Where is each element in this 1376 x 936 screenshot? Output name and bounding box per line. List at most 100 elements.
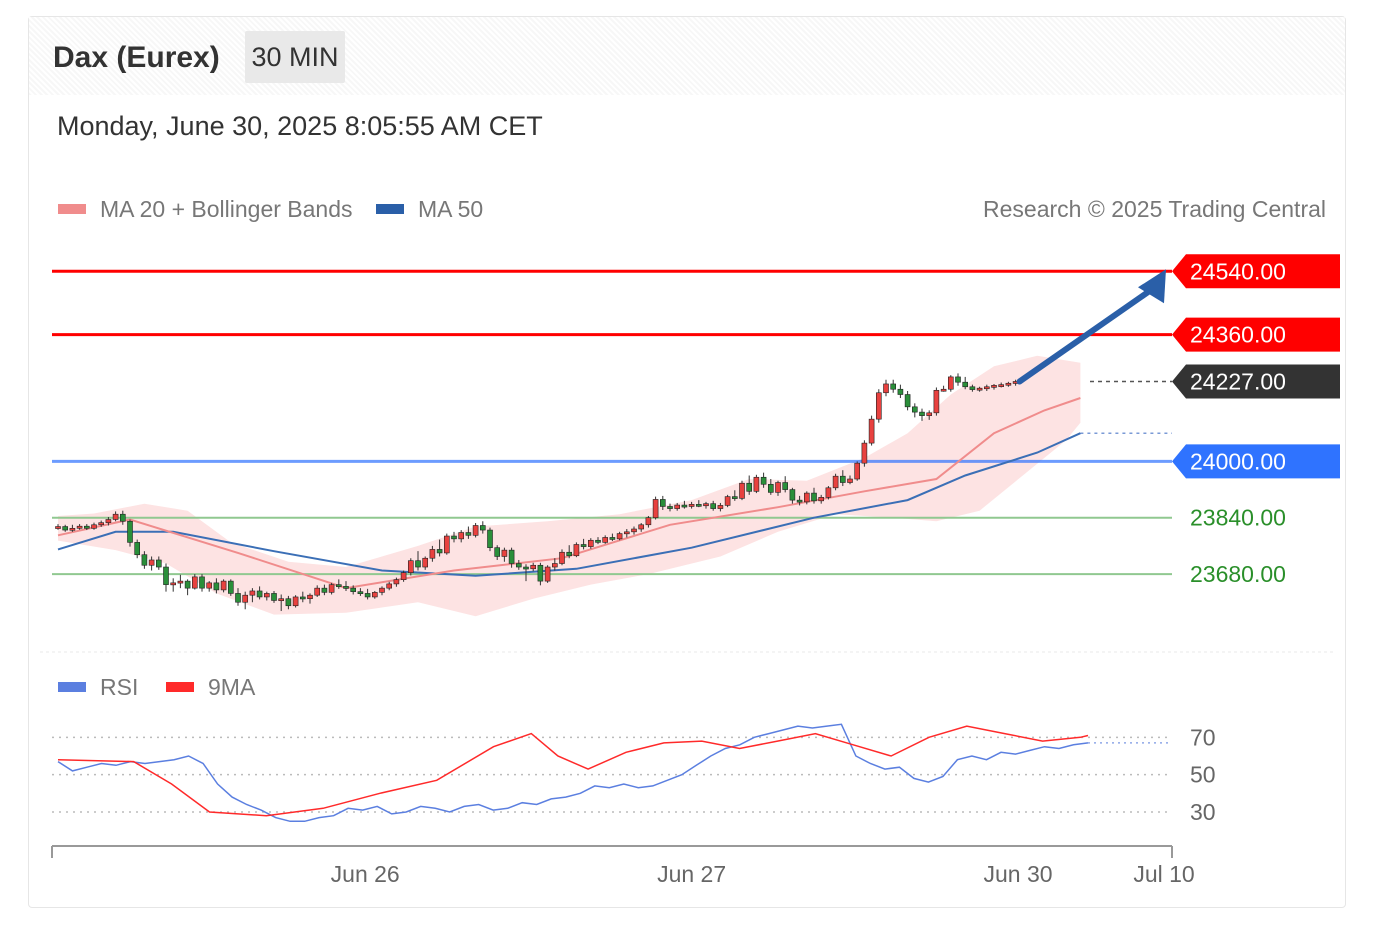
candle bbox=[767, 483, 774, 493]
candle bbox=[623, 531, 630, 535]
level-tag-2 bbox=[1172, 364, 1340, 399]
candle bbox=[256, 590, 263, 598]
candle bbox=[357, 591, 364, 594]
candle bbox=[681, 504, 688, 508]
candle bbox=[371, 592, 378, 598]
candle bbox=[695, 504, 702, 507]
candle bbox=[631, 528, 637, 533]
candle bbox=[602, 537, 609, 543]
candle bbox=[537, 564, 544, 582]
candle bbox=[933, 389, 940, 414]
candle bbox=[544, 566, 551, 582]
candle bbox=[436, 549, 443, 554]
candle bbox=[163, 566, 169, 585]
candle bbox=[148, 559, 155, 566]
candle bbox=[393, 579, 400, 585]
candle bbox=[969, 386, 976, 390]
candle bbox=[76, 525, 83, 529]
candle bbox=[940, 388, 947, 392]
candle bbox=[803, 492, 810, 503]
candle bbox=[580, 544, 587, 547]
candle bbox=[911, 406, 918, 413]
candle bbox=[141, 554, 148, 566]
candle bbox=[55, 526, 61, 529]
candle bbox=[998, 384, 1005, 387]
price-panel: 24540.00 24360.00 24227.00 24000.00 23840.00… bbox=[52, 254, 1340, 617]
candle bbox=[983, 386, 990, 390]
rsi-panel: 70 50 30 bbox=[52, 723, 1216, 825]
candle bbox=[285, 598, 292, 607]
rsi-ma-legend-label: 9MA bbox=[208, 674, 256, 700]
x-tick-label: Jun 27 bbox=[657, 861, 726, 887]
candle bbox=[249, 590, 256, 596]
candle bbox=[472, 525, 479, 536]
candle bbox=[659, 499, 666, 507]
candle bbox=[299, 596, 306, 600]
candle bbox=[897, 388, 904, 395]
candle bbox=[127, 520, 133, 543]
candle bbox=[523, 566, 529, 570]
candle bbox=[220, 580, 227, 591]
candle bbox=[415, 560, 421, 568]
candle bbox=[875, 392, 882, 420]
level-label-0: 24540.00 bbox=[1190, 258, 1286, 284]
chart-datetime: Monday, June 30, 2025 8:05:55 AM CET bbox=[57, 111, 543, 141]
candle bbox=[292, 596, 299, 607]
candle bbox=[206, 582, 212, 589]
candle bbox=[976, 387, 983, 391]
candle bbox=[120, 513, 126, 522]
candle bbox=[199, 576, 205, 589]
candle bbox=[674, 504, 681, 509]
candle bbox=[883, 383, 889, 394]
candle bbox=[156, 559, 162, 568]
rsi-tick-label: 30 bbox=[1190, 799, 1216, 825]
candle bbox=[609, 537, 616, 540]
candle bbox=[991, 385, 997, 388]
candle bbox=[479, 525, 486, 531]
candle bbox=[84, 525, 90, 529]
candle bbox=[443, 535, 450, 554]
candle bbox=[645, 517, 652, 526]
ma20-legend-swatch bbox=[58, 204, 86, 214]
candle bbox=[796, 499, 803, 503]
ma20-line bbox=[57, 397, 1081, 590]
candle bbox=[422, 557, 429, 568]
candle bbox=[566, 551, 573, 557]
candle bbox=[335, 584, 342, 587]
candle bbox=[551, 563, 558, 568]
candle bbox=[638, 524, 645, 530]
candle bbox=[105, 519, 112, 523]
candle bbox=[400, 572, 407, 580]
level-label-2: 24227.00 bbox=[1190, 368, 1286, 394]
chart-header: Dax (Eurex) 30 MIN bbox=[29, 17, 1345, 95]
candle bbox=[271, 593, 277, 601]
candle bbox=[688, 504, 695, 507]
level-label-5: 23680.00 bbox=[1190, 561, 1286, 587]
candle bbox=[739, 482, 745, 499]
candle bbox=[847, 478, 853, 483]
candle bbox=[314, 587, 321, 596]
ma50-legend-swatch bbox=[376, 204, 404, 214]
level-tag-1 bbox=[1172, 317, 1340, 352]
candle bbox=[321, 587, 328, 593]
rsi-legend-swatch bbox=[58, 682, 86, 692]
candle bbox=[616, 533, 623, 540]
candle bbox=[530, 564, 537, 570]
candle bbox=[753, 476, 760, 492]
candle bbox=[451, 535, 457, 540]
candle bbox=[811, 492, 817, 502]
candle bbox=[868, 418, 875, 444]
candle bbox=[947, 376, 954, 390]
rsi-ma-legend-swatch bbox=[166, 682, 194, 692]
candle bbox=[962, 381, 969, 388]
interval-badge[interactable]: 30 MIN bbox=[245, 31, 345, 83]
candle bbox=[242, 594, 248, 603]
rsi-legend-label: RSI bbox=[100, 674, 138, 700]
candle bbox=[919, 411, 925, 416]
ma50-legend-label: MA 50 bbox=[418, 196, 483, 222]
candle bbox=[379, 587, 385, 593]
candle bbox=[789, 489, 796, 501]
rsi-tick-label: 70 bbox=[1190, 724, 1216, 750]
candle bbox=[904, 394, 911, 408]
